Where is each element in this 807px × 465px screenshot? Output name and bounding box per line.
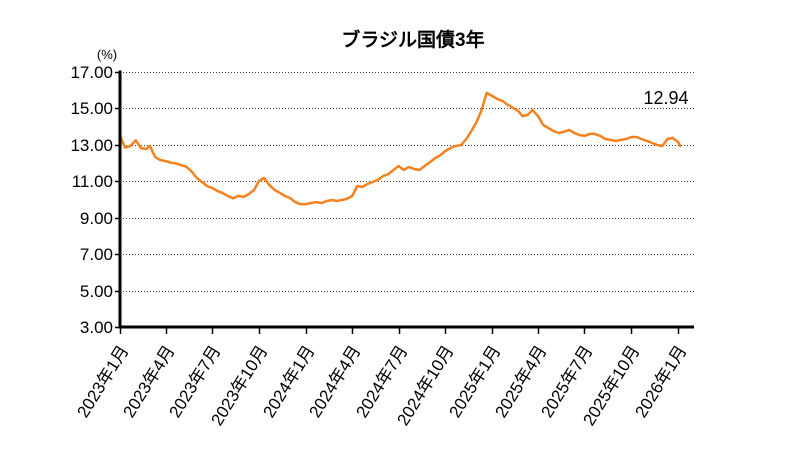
y-tick-label: 15.00 xyxy=(70,99,113,118)
last-value-label: 12.94 xyxy=(643,88,688,108)
y-tick-label: 5.00 xyxy=(80,282,113,301)
series-line xyxy=(119,91,682,206)
y-tick-label: 11.00 xyxy=(72,172,113,191)
y-tick-label: 13.00 xyxy=(70,136,113,155)
y-tick-label: 3.00 xyxy=(80,318,113,337)
y-tick-label: 9.00 xyxy=(80,209,113,228)
y-tick-label: 17.00 xyxy=(70,63,113,82)
axes xyxy=(118,70,694,329)
y-axis-ticks: 3.00 5.00 7.00 9.00 11.00 13.00 15.00 17.00 xyxy=(70,63,120,337)
y-tick-label: 7.00 xyxy=(80,245,113,264)
series-layer xyxy=(119,91,682,206)
y-axis-unit: (%) xyxy=(97,47,117,62)
chart-title: ブラジル国債3年 xyxy=(341,28,484,51)
